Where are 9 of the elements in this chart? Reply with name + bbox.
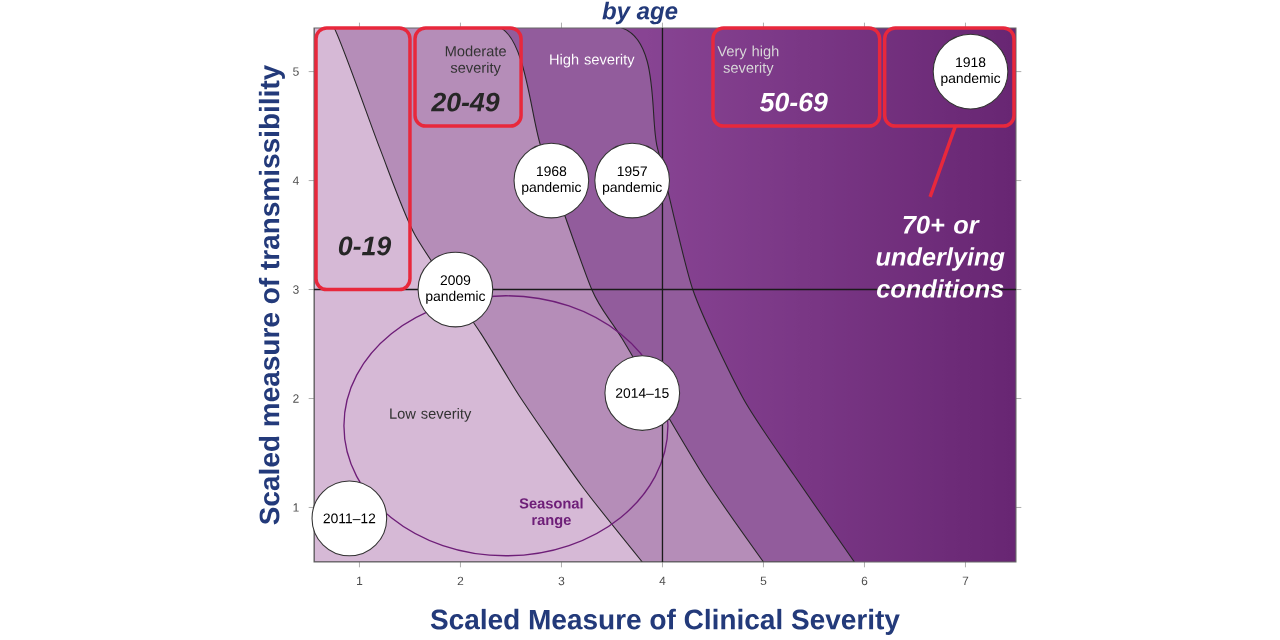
annotation: 50-69 <box>759 92 828 112</box>
x-axis-title: Scaled Measure of Clinical Severity <box>430 608 900 635</box>
point <box>311 480 388 557</box>
y-axis-title: Scaled measure of transmissibility <box>258 64 285 525</box>
point <box>604 355 681 431</box>
annotation: 0-19 <box>338 236 392 256</box>
chart-title: by age <box>602 1 678 25</box>
annotation: 70+ or underlying conditions <box>876 215 1005 298</box>
annotation: 20-49 <box>431 92 500 112</box>
